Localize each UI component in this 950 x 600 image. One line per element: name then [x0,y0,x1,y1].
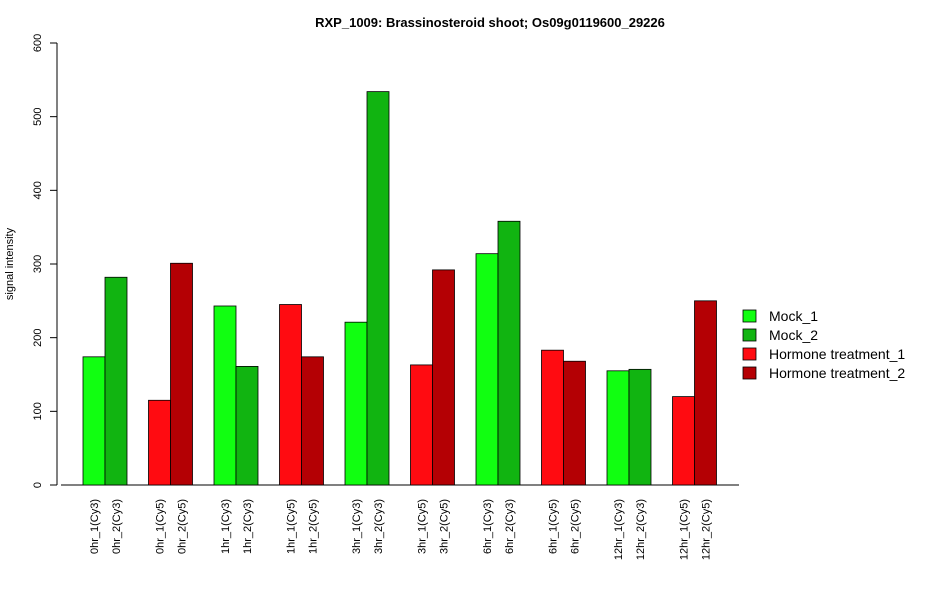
bar [235,365,259,486]
x-category-label: 3hr_2(Cy5) [439,499,451,554]
bar [628,368,652,486]
y-tick-label: 300 [32,255,44,273]
x-category-label: 3hr_1(Cy5) [417,499,429,554]
x-category-label: 1hr_2(Cy3) [242,499,254,554]
bar [475,253,499,486]
y-tick-label: 500 [32,107,44,125]
legend-swatch [742,347,757,361]
chart-title: RXP_1009: Brassinosteroid shoot; Os09g01… [315,15,665,30]
x-category-label: 12hr_2(Cy3) [635,499,647,560]
x-category-label: 6hr_2(Cy3) [504,499,516,554]
bar [104,276,128,486]
bar [497,220,521,486]
x-category-label: 0hr_1(Cy3) [89,499,101,554]
bar [366,91,390,486]
legend: Mock_1 Mock_2 Hormone treatment_1 Hormone t… [742,308,905,381]
bar [410,364,433,486]
x-category-label: 0hr_2(Cy3) [111,499,123,554]
x-category-label: 1hr_2(Cy5) [308,499,320,554]
y-axis-label: signal intensity [4,227,16,300]
y-tick-label: 100 [32,402,44,420]
bar [672,396,695,486]
x-category-label: 1hr_1(Cy3) [220,499,232,554]
y-tick-label: 200 [32,328,44,346]
x-category-label: 1hr_1(Cy5) [286,499,298,554]
x-axis: 0hr_1(Cy3) 0hr_2(Cy3) 0hr_1(Cy5) 0hr_2(Cy5)… [61,484,739,560]
y-tick-label: 0 [32,482,44,488]
bar [563,360,586,486]
bar [170,262,193,486]
x-category-label: 12hr_1(Cy5) [679,499,691,560]
bar [432,269,455,486]
bar [694,300,717,486]
bar [344,321,368,486]
legend-label: Hormone treatment_2 [769,365,905,381]
bar [82,356,106,486]
x-category-label: 3hr_2(Cy3) [373,499,385,554]
legend-swatch [742,309,757,323]
bar [606,370,630,486]
legend-label: Hormone treatment_1 [769,346,905,362]
y-axis: 0 100 200 300 400 500 600 [32,34,58,488]
x-category-label: 6hr_1(Cy5) [548,499,560,554]
legend-label: Mock_1 [769,308,818,324]
bars-group [82,91,717,486]
y-tick-label: 400 [32,181,44,199]
x-category-label: 6hr_1(Cy3) [482,499,494,554]
bar [301,356,324,486]
legend-swatch [742,366,757,380]
legend-label: Mock_2 [769,327,818,343]
y-tick-label: 600 [32,34,44,52]
x-category-label: 6hr_2(Cy5) [570,499,582,554]
x-category-label: 0hr_1(Cy5) [155,499,167,554]
bar [213,305,237,486]
legend-swatch [742,328,757,342]
bar [279,304,302,486]
x-category-label: 12hr_1(Cy3) [613,499,625,560]
x-category-label: 0hr_2(Cy5) [177,499,189,554]
x-category-label: 12hr_2(Cy5) [701,499,713,560]
bar [541,349,564,486]
bar [148,399,171,486]
x-category-label: 3hr_1(Cy3) [351,499,363,554]
